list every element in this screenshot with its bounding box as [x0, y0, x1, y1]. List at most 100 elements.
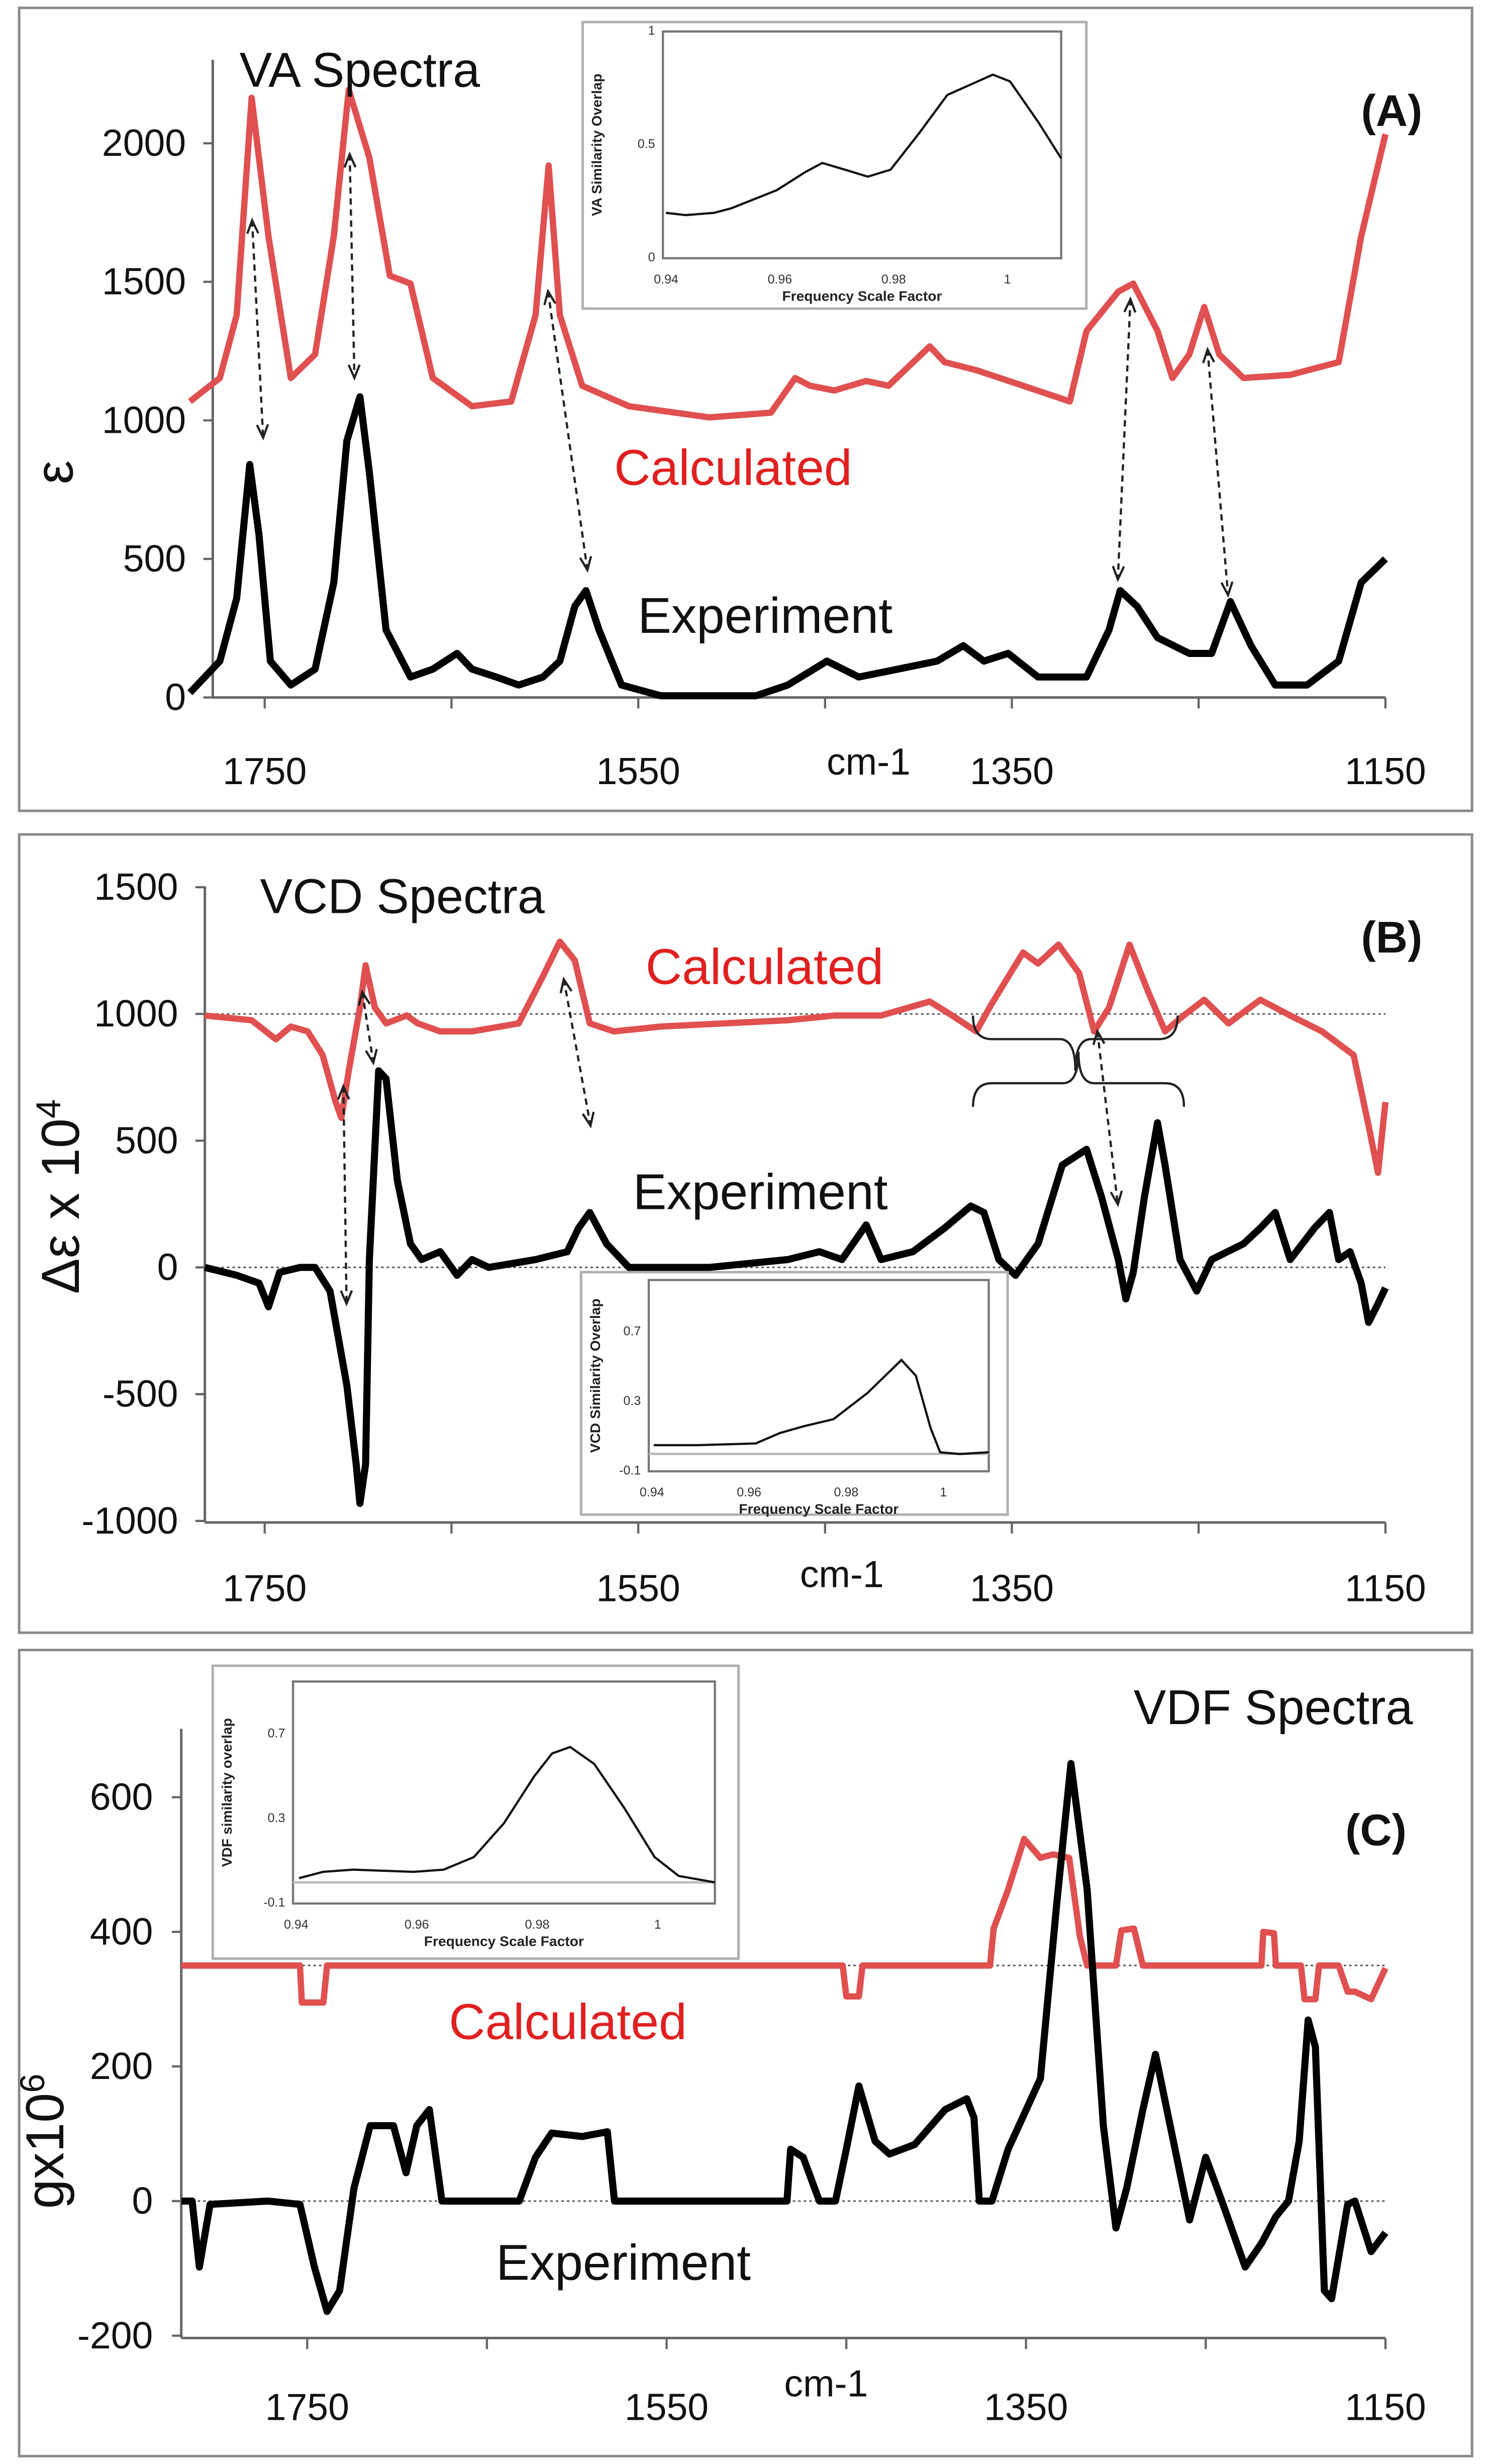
arrowhead-icon	[340, 1290, 353, 1307]
arrowhead-icon	[256, 424, 269, 441]
x-tick-label: 1150	[1345, 1567, 1426, 1609]
series-label-calculated: Calculated	[449, 1994, 687, 2050]
series-calculated-line	[181, 1836, 1388, 2006]
y-tick-label: -1000	[81, 1499, 178, 1542]
y-tick-label: 400	[90, 1910, 153, 1952]
y-tick-label: 1500	[94, 866, 178, 908]
arrowhead-icon	[357, 989, 371, 1006]
y-tick-label: 600	[90, 1776, 153, 1818]
dashed-arrow-line	[1096, 1031, 1119, 1205]
arrowhead-icon	[579, 556, 592, 573]
y-axis-label-superscript: 4	[29, 1099, 68, 1118]
correspondence-arrow	[543, 288, 592, 573]
inset-similarity-curve	[299, 1746, 715, 1884]
correspondence-arrow	[357, 989, 378, 1066]
panel-tag: (C)	[1345, 1806, 1407, 1855]
arrowhead-icon	[365, 1049, 378, 1066]
y-tick-label: 1000	[94, 992, 178, 1034]
y-axis-label: ε	[25, 460, 84, 484]
x-tick-label: 1350	[970, 1567, 1054, 1609]
arrowhead-icon	[1110, 1190, 1123, 1207]
y-axis-label-text: ε	[25, 460, 84, 484]
inset-y-axis-label: VA Similarity Overlap	[588, 73, 605, 216]
dashed-arrow-line	[547, 291, 589, 571]
dashed-arrow-line	[1117, 299, 1132, 580]
correspondence-arrow	[343, 151, 361, 381]
x-tick-label: 1150	[1345, 2386, 1426, 2428]
series-experiment-line	[187, 393, 1388, 700]
y-axis-label-text: Δε x 10	[31, 1118, 90, 1294]
dashed-arrow-line	[342, 1086, 348, 1304]
inset-x-tick-label: 0.98	[834, 1485, 858, 1499]
x-axis-label-text: cm-1	[827, 740, 911, 783]
inset-plot-area	[647, 1279, 990, 1473]
arrowhead-icon	[559, 976, 573, 994]
x-axis-label-text: cm-1	[800, 1553, 884, 1595]
x-tick-label: 1750	[223, 750, 307, 792]
x-axis-label: cm-1	[800, 1553, 884, 1595]
inset-y-tick-label: 0.3	[268, 1811, 285, 1825]
inset-x-tick-label: 0.98	[881, 272, 906, 287]
inset-plot-area	[661, 30, 1062, 259]
x-tick-label: 1550	[597, 750, 680, 792]
series-experiment-line	[181, 1760, 1388, 2315]
inset-plot-area	[291, 1680, 716, 1905]
inset-x-tick-label: 0.96	[405, 1918, 429, 1932]
inset-y-tick-label: 0	[648, 250, 655, 264]
inset-x-tick-label: 1	[1004, 272, 1011, 287]
x-tick-label: 1350	[984, 2386, 1068, 2428]
x-tick-label: 1550	[597, 1567, 680, 1609]
inset-x-tick-label: 1	[940, 1485, 947, 1499]
inset-similarity-curve	[665, 73, 1062, 217]
y-tick-label: 1000	[102, 399, 186, 441]
series-label-calculated: Calculated	[614, 440, 852, 496]
similarity-inset: 0.94 0.96 0.98 1 0 0.5 1 Frequency Scale Factor…	[581, 21, 1088, 310]
series-label-experiment: Experiment	[496, 2235, 751, 2291]
series-label-experiment: Experiment	[638, 588, 892, 644]
inset-x-tick-label: 0.94	[284, 1918, 309, 1932]
similarity-inset: 0.94 0.96 0.98 1 -0.1 0.3 0.7 Frequency Scale F…	[211, 1664, 740, 1960]
arrowhead-icon	[581, 1111, 595, 1129]
arrowhead-icon	[543, 288, 556, 306]
chart-title: VCD Spectra	[260, 869, 545, 924]
correspondence-arrow	[337, 1083, 353, 1307]
inset-y-tick-label: -0.1	[263, 1896, 285, 1910]
inset-x-tick-label: 0.96	[767, 272, 792, 287]
panel-tag: (A)	[1361, 86, 1423, 136]
x-axis-label: cm-1	[827, 740, 911, 783]
similarity-inset: 0.94 0.96 0.98 1 -0.1 0.3 0.7 Frequency Scale F…	[579, 1271, 1009, 1517]
arrowhead-icon	[246, 217, 259, 234]
inset-y-tick-label: 0.7	[268, 1727, 285, 1741]
x-tick-label: 1750	[223, 1567, 307, 1609]
y-axis-label: gx106	[13, 2073, 75, 2209]
inset-y-tick-label: 0.7	[624, 1324, 641, 1339]
series-label-calculated: Calculated	[646, 939, 884, 995]
x-tick-label: 1350	[970, 750, 1054, 792]
inset-y-axis-label: VDF similarity overlap	[219, 1718, 235, 1867]
arrowhead-icon	[1112, 565, 1125, 583]
panel-a: 1750 1550 1350 1150 0 500 1000 1500 2000 VA Spect…	[18, 7, 1473, 812]
correspondence-arrow	[1112, 296, 1137, 583]
chart-title: VDF Spectra	[1134, 1680, 1413, 1735]
y-tick-label: -500	[103, 1373, 178, 1415]
y-tick-label: 500	[115, 1119, 178, 1161]
x-axis-label-text: cm-1	[784, 2362, 868, 2404]
series-label-experiment: Experiment	[633, 1164, 888, 1220]
bracket-experiment	[972, 1052, 1185, 1107]
inset-x-axis-label: Frequency Scale Factor	[739, 1501, 899, 1517]
y-tick-label: -200	[77, 2314, 153, 2356]
x-tick-label: 1750	[265, 2386, 349, 2428]
arrowhead-icon	[1202, 346, 1215, 363]
y-tick-label: 0	[165, 676, 186, 718]
inset-x-tick-label: 0.94	[640, 1485, 664, 1499]
y-tick-label: 0	[157, 1246, 178, 1288]
dashed-arrow-line	[361, 991, 375, 1063]
inset-y-tick-label: 1	[648, 24, 655, 38]
inset-x-tick-label: 0.96	[737, 1485, 761, 1499]
inset-y-tick-label: -0.1	[619, 1463, 641, 1477]
dashed-arrow-line	[1206, 349, 1229, 596]
series-calculated-line	[188, 86, 1388, 421]
series-experiment-line	[204, 1067, 1389, 1507]
y-axis-label-text: gx10	[15, 2093, 75, 2209]
